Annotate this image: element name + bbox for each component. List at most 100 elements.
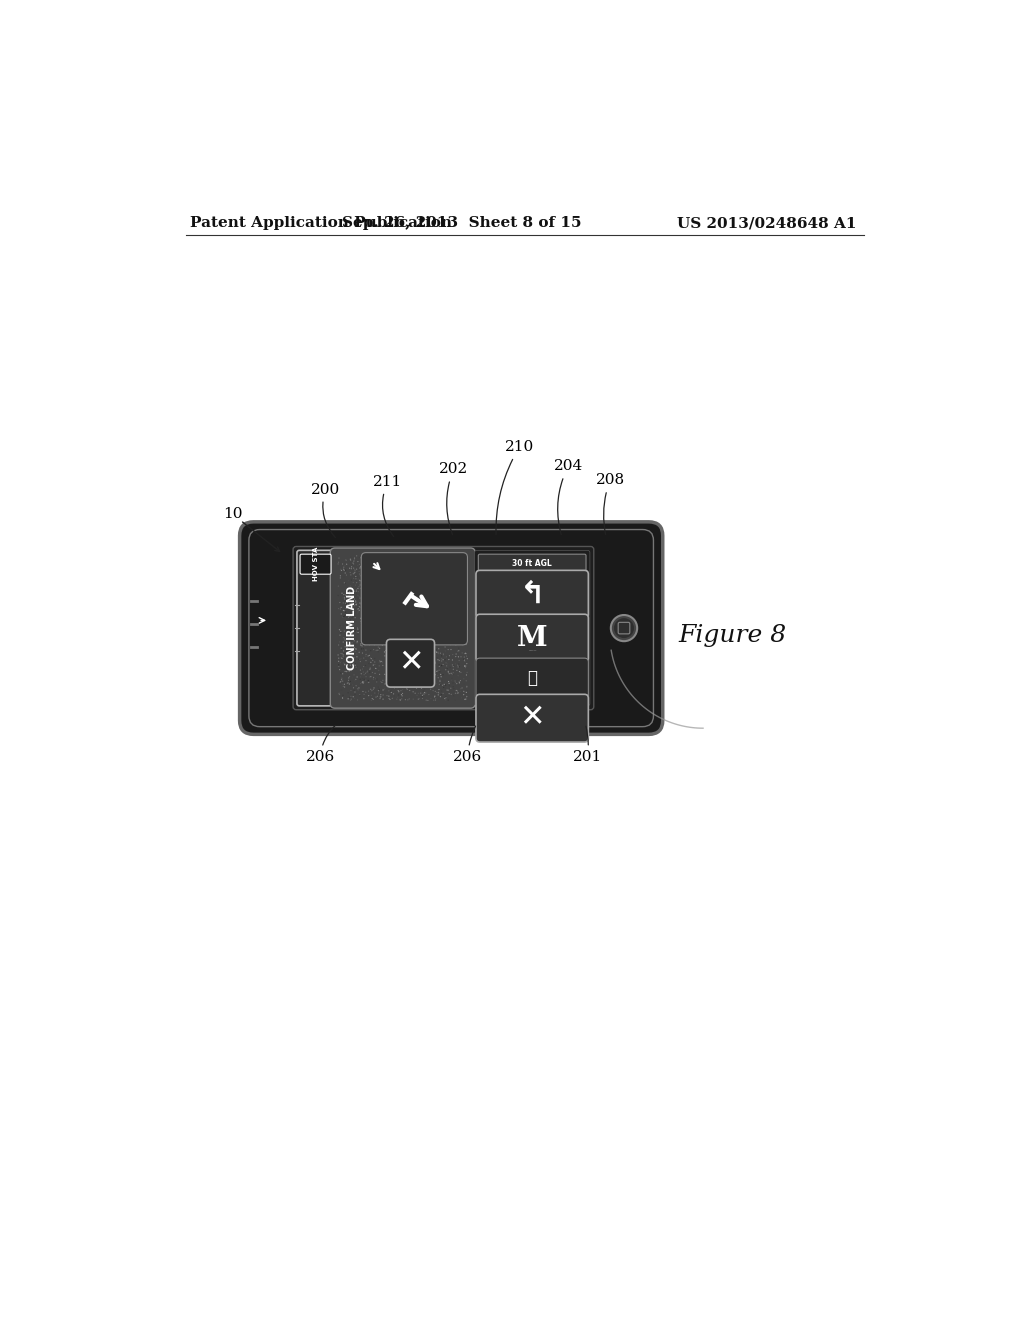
Point bbox=[514, 574, 530, 595]
Point bbox=[450, 557, 466, 578]
Point bbox=[398, 672, 415, 693]
Point bbox=[419, 606, 435, 627]
Point bbox=[392, 624, 409, 645]
Point bbox=[457, 656, 473, 677]
Point bbox=[538, 548, 554, 569]
Point bbox=[499, 607, 515, 628]
Point bbox=[362, 667, 379, 688]
Point bbox=[449, 560, 465, 581]
Point bbox=[480, 686, 497, 708]
Point bbox=[353, 573, 370, 594]
Point bbox=[410, 618, 426, 639]
Point bbox=[386, 663, 402, 684]
Point bbox=[359, 602, 376, 623]
Point bbox=[433, 605, 450, 626]
Point bbox=[516, 597, 532, 618]
Point bbox=[393, 634, 410, 655]
Point bbox=[383, 554, 399, 576]
Point bbox=[518, 583, 535, 605]
Point bbox=[365, 680, 381, 701]
Point bbox=[436, 560, 453, 581]
Point bbox=[356, 684, 373, 705]
Point bbox=[367, 560, 383, 581]
Point bbox=[479, 574, 496, 595]
Point bbox=[518, 546, 535, 568]
Point bbox=[386, 585, 402, 606]
Point bbox=[473, 648, 489, 669]
Point bbox=[392, 689, 409, 710]
Point bbox=[546, 586, 562, 607]
Point bbox=[548, 632, 564, 653]
Point bbox=[486, 622, 503, 643]
Point bbox=[401, 688, 418, 709]
Point bbox=[381, 622, 397, 643]
Point bbox=[441, 684, 458, 705]
Point bbox=[432, 550, 449, 572]
Point bbox=[414, 665, 430, 686]
Point bbox=[482, 688, 499, 709]
Point bbox=[414, 669, 430, 690]
Point bbox=[332, 591, 348, 612]
Point bbox=[561, 647, 578, 668]
Point bbox=[389, 686, 406, 708]
Point bbox=[508, 653, 524, 675]
Point bbox=[493, 594, 509, 615]
Point bbox=[474, 659, 490, 680]
Point bbox=[383, 579, 399, 601]
Point bbox=[569, 644, 586, 665]
Point bbox=[532, 602, 549, 623]
Point bbox=[506, 583, 522, 605]
Point bbox=[335, 644, 351, 665]
Point bbox=[351, 597, 368, 618]
Point bbox=[391, 595, 408, 616]
Point bbox=[352, 635, 369, 656]
Point bbox=[343, 594, 359, 615]
Point bbox=[421, 638, 437, 659]
Point bbox=[492, 632, 508, 653]
Point bbox=[338, 598, 354, 619]
Point bbox=[443, 548, 460, 569]
Point bbox=[478, 636, 495, 657]
Point bbox=[384, 564, 400, 585]
Point bbox=[451, 609, 467, 630]
Point bbox=[377, 568, 393, 589]
Point bbox=[556, 550, 572, 572]
Point bbox=[519, 586, 536, 607]
Point bbox=[375, 680, 391, 701]
Point bbox=[385, 639, 401, 660]
Point bbox=[333, 663, 349, 684]
Point bbox=[526, 632, 543, 653]
Point bbox=[440, 630, 457, 651]
Point bbox=[413, 651, 429, 672]
Point bbox=[353, 614, 370, 635]
Point bbox=[356, 576, 373, 597]
Point bbox=[335, 645, 351, 667]
Point bbox=[388, 601, 404, 622]
Point bbox=[433, 550, 450, 572]
Point bbox=[362, 590, 379, 611]
Point bbox=[556, 582, 572, 603]
Point bbox=[530, 632, 547, 653]
Point bbox=[441, 570, 458, 591]
Point bbox=[492, 590, 508, 611]
Point bbox=[546, 597, 562, 618]
Text: 210: 210 bbox=[496, 440, 534, 535]
Text: Patent Application Publication: Patent Application Publication bbox=[190, 216, 452, 230]
Point bbox=[357, 645, 374, 667]
Point bbox=[443, 669, 460, 690]
Point bbox=[482, 671, 499, 692]
Point bbox=[357, 558, 374, 579]
Point bbox=[450, 665, 466, 686]
Point bbox=[412, 557, 428, 578]
Point bbox=[567, 649, 584, 671]
Point bbox=[433, 602, 450, 623]
Point bbox=[370, 593, 386, 614]
Point bbox=[334, 582, 350, 603]
Point bbox=[431, 566, 447, 587]
Point bbox=[413, 557, 429, 578]
Point bbox=[366, 598, 382, 619]
Point bbox=[399, 556, 416, 577]
Point bbox=[558, 665, 574, 686]
Point bbox=[389, 667, 406, 688]
Point bbox=[404, 634, 421, 655]
